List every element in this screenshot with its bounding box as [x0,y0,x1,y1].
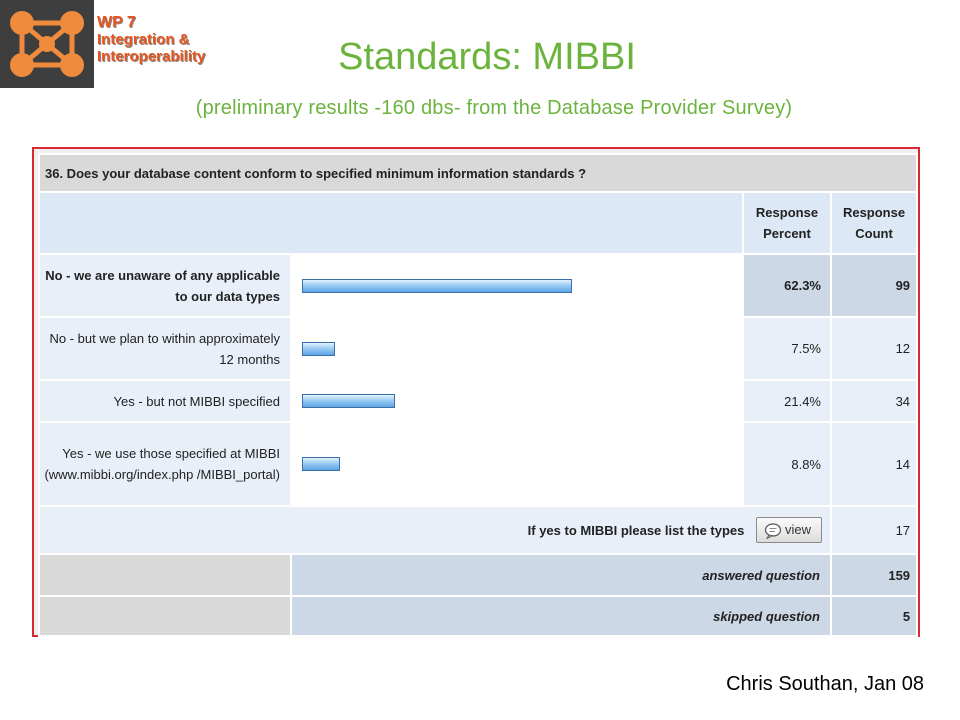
wp-number: WP 7 [97,14,136,31]
speech-bubble-icon [764,522,782,540]
response-bar [302,278,572,293]
table-row: No - we are unaware of any applicable to… [38,253,919,318]
answer-label: Yes - but not MIBBI specified [38,379,292,423]
survey-table: 36. Does your database content conform t… [37,153,919,637]
bar-cell [290,253,744,318]
other-row: If yes to MIBBI please list the types vi… [38,505,919,555]
other-count: 17 [829,505,919,555]
summary-blank [38,595,292,637]
answered-label: answered question [290,553,832,597]
summary-blank [38,553,292,597]
response-percent: 21.4% [742,379,832,423]
other-cell: If yes to MIBBI please list the types vi… [38,505,832,555]
header-blank [38,191,744,255]
other-label: If yes to MIBBI please list the types [527,522,745,538]
wp-line-2: Interoperability [97,48,206,65]
answer-label: Yes - we use those specified at MIBBI (w… [38,421,292,507]
answered-row: answered question 159 [38,553,919,597]
response-count: 14 [829,421,919,507]
skipped-row: skipped question 5 [38,595,919,637]
table-row: Yes - we use those specified at MIBBI (w… [38,421,919,507]
bar-cell [290,421,744,507]
answer-label: No - but we plan to within approximately… [38,316,292,381]
response-count: 12 [829,316,919,381]
bar-cell [290,379,744,423]
skipped-label: skipped question [290,595,832,637]
wp-line-1: Integration & [97,31,190,48]
view-button[interactable]: view [756,517,822,543]
answered-count: 159 [829,553,919,597]
col-header-percent: Response Percent [742,191,832,255]
response-bar [302,457,340,471]
response-bar [302,394,395,408]
survey-panel: 36. Does your database content conform t… [32,147,920,637]
slide-subtitle: (preliminary results -160 dbs- from the … [195,97,793,119]
response-bar [302,341,335,356]
response-percent: 62.3% [742,253,832,318]
slide-title: Standards: MIBBI [338,36,636,78]
response-count: 99 [829,253,919,318]
answer-label: No - we are unaware of any applicable to… [38,253,292,318]
col-header-count: Response Count [829,191,919,255]
bar-cell [290,316,744,381]
question-text: 36. Does your database content conform t… [37,153,919,193]
author-credit: Chris Southan, Jan 08 [726,673,924,695]
table-row: Yes - but not MIBBI specified 21.4% 34 [38,379,919,423]
table-row: No - but we plan to within approximately… [38,316,919,381]
view-button-label: view [785,522,812,537]
network-logo-icon [0,0,94,88]
response-count: 34 [829,379,919,423]
response-percent: 7.5% [742,316,832,381]
skipped-count: 5 [829,595,919,637]
work-package-label: WP 7 Integration & Interoperability [97,14,205,65]
response-percent: 8.8% [742,421,832,507]
